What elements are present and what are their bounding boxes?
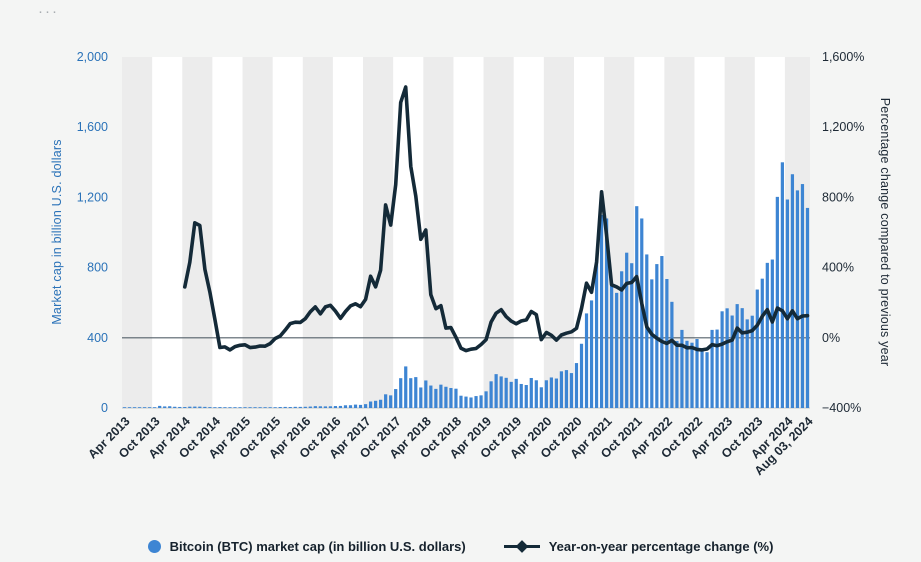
svg-text:1,600: 1,600 (77, 120, 108, 134)
plot-bands (122, 57, 810, 408)
legend-item-yoy[interactable]: Year-on-year percentage change (%) (503, 539, 774, 554)
legend-item-market-cap[interactable]: Bitcoin (BTC) market cap (in billion U.S… (147, 539, 466, 554)
svg-text:800: 800 (87, 261, 108, 275)
left-axis-tick-labels: 0 400 800 1,200 1,600 2,000 (77, 50, 108, 415)
yoy-line (183, 85, 810, 353)
svg-text:1,600%: 1,600% (822, 50, 864, 64)
right-axis-tick-labels: −400% 0% 400% 800% 1,200% 1,600% (822, 50, 864, 415)
svg-text:2,000: 2,000 (77, 50, 108, 64)
svg-text:1,200: 1,200 (77, 190, 108, 204)
svg-text:400: 400 (87, 331, 108, 345)
legend-label-yoy: Year-on-year percentage change (%) (548, 539, 774, 554)
svg-text:1,200%: 1,200% (822, 120, 864, 134)
line-diamond-marker-icon (503, 540, 540, 553)
circle-marker-icon (147, 540, 161, 553)
svg-text:0%: 0% (822, 331, 840, 345)
svg-text:400%: 400% (822, 261, 854, 275)
chart-legend: Bitcoin (BTC) market cap (in billion U.S… (0, 539, 921, 554)
svg-text:0: 0 (101, 401, 108, 415)
market-cap-bars (122, 162, 810, 408)
legend-label-market-cap: Bitcoin (BTC) market cap (in billion U.S… (169, 539, 466, 554)
svg-text:−400%: −400% (822, 401, 861, 415)
svg-text:800%: 800% (822, 190, 854, 204)
ellipsis-icon: ··· (38, 3, 59, 20)
right-axis-title: Percentage change compared to previous y… (878, 97, 892, 367)
